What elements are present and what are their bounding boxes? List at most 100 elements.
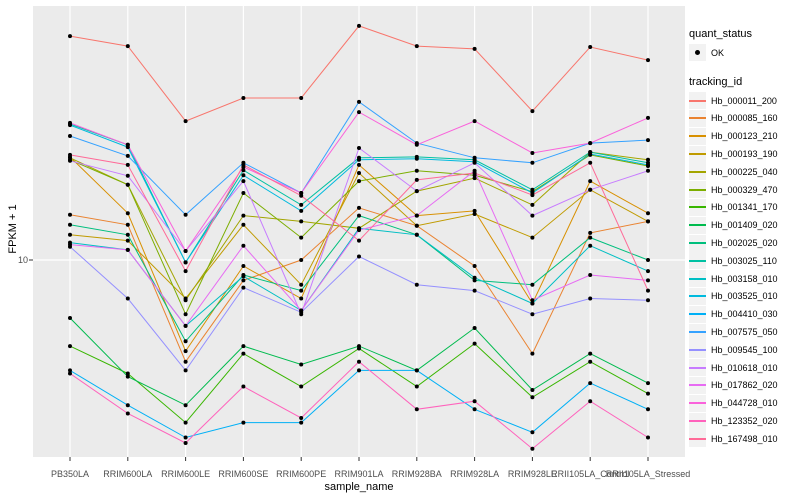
data-point [588, 141, 593, 146]
data-point [125, 44, 130, 49]
data-point [357, 110, 361, 115]
legend-key [689, 92, 706, 110]
legend-item[interactable]: Hb_002025_020 [689, 234, 778, 252]
data-point [414, 223, 419, 228]
data-point [241, 278, 246, 283]
legend-item-label: Hb_000011_200 [711, 95, 777, 106]
data-point [646, 298, 650, 303]
data-point [299, 416, 304, 420]
legend-item-label: Hb_009545_100 [711, 344, 778, 355]
legend-key [689, 323, 706, 341]
data-point [588, 187, 593, 192]
legend-key [689, 287, 706, 305]
legend-key [689, 252, 706, 270]
legend-item-ok[interactable]: OK [689, 44, 778, 62]
data-point [183, 441, 188, 445]
point-icon [695, 50, 700, 56]
data-point [530, 213, 535, 218]
data-point [299, 202, 304, 207]
legend-item[interactable]: Hb_009545_100 [689, 341, 778, 359]
data-point [68, 152, 72, 157]
data-point [357, 368, 361, 373]
data-point [646, 407, 650, 412]
legend-item[interactable]: Hb_000225_040 [689, 163, 778, 181]
data-point [125, 374, 130, 379]
data-point [183, 403, 188, 408]
data-point [414, 282, 419, 287]
legend-item[interactable]: Hb_000011_200 [689, 92, 778, 110]
data-point [299, 362, 304, 367]
data-point [357, 228, 361, 233]
legend: quant_status OK tracking_id Hb_000011_20… [689, 24, 778, 448]
data-point [357, 254, 361, 259]
legend-key-line [689, 170, 706, 173]
legend-item[interactable]: Hb_167498_010 [689, 430, 778, 448]
data-point [646, 168, 650, 173]
legend-item[interactable]: Hb_017862_020 [689, 376, 778, 395]
legend-title-tracking-id: tracking_id [689, 75, 743, 88]
data-point [472, 407, 477, 412]
data-point [414, 142, 419, 147]
data-point [472, 326, 477, 330]
legend-item[interactable]: Hb_000123_210 [689, 127, 778, 145]
data-point [183, 212, 188, 217]
legend-item-label: Hb_000193_190 [711, 149, 778, 160]
data-point [357, 162, 361, 167]
data-point [68, 316, 72, 320]
data-point [125, 296, 130, 301]
data-point [241, 191, 246, 195]
data-point [68, 232, 72, 237]
legend-item-label: Hb_000123_210 [711, 131, 778, 142]
data-point [357, 146, 361, 150]
data-point [183, 359, 188, 364]
legend-item[interactable]: Hb_004410_030 [689, 305, 778, 323]
legend-item[interactable]: Hb_000193_190 [689, 145, 778, 163]
data-point [472, 275, 477, 280]
data-point [357, 205, 361, 210]
data-point [299, 96, 304, 100]
legend-item[interactable]: Hb_003025_110 [689, 252, 778, 270]
data-point [414, 168, 419, 173]
data-point [241, 344, 246, 349]
legend-item[interactable]: Hb_003525_010 [689, 287, 778, 306]
data-point [588, 230, 593, 235]
data-point [68, 212, 72, 217]
legend-item[interactable]: Hb_000329_470 [689, 181, 778, 199]
legend-item[interactable]: Hb_001409_020 [689, 216, 778, 234]
data-point [357, 157, 361, 162]
legend-item[interactable]: Hb_010618_010 [689, 359, 778, 377]
legend-key-line [689, 277, 706, 280]
data-point [530, 430, 535, 435]
data-point [588, 273, 593, 277]
data-point [646, 58, 650, 63]
data-point [472, 155, 477, 160]
data-point [299, 208, 304, 213]
legend-item[interactable]: Hb_007575_050 [689, 323, 778, 341]
legend-key-line [689, 437, 706, 440]
data-point [183, 119, 188, 124]
legend-item[interactable]: Hb_044728_010 [689, 394, 778, 412]
legend-item[interactable]: Hb_123352_020 [689, 412, 778, 430]
legend-item[interactable]: Hb_001341_170 [689, 198, 778, 217]
data-point [125, 182, 130, 187]
legend-key [689, 127, 706, 145]
legend-key-line [689, 384, 706, 387]
x-tick-label: RRIM600LA [103, 469, 152, 479]
data-point [183, 312, 188, 317]
data-point [241, 285, 246, 290]
legend-key-line [689, 259, 706, 262]
data-point [588, 179, 593, 184]
legend-item[interactable]: Hb_000085_160 [689, 109, 778, 128]
data-point [183, 339, 188, 344]
data-point [241, 222, 246, 227]
legend-item-label: Hb_017862_020 [711, 380, 778, 391]
data-point [530, 187, 535, 192]
legend-item[interactable]: Hb_003158_010 [689, 270, 778, 288]
data-point [646, 138, 650, 143]
x-axis-title: sample_name [324, 481, 394, 493]
data-point [241, 179, 246, 184]
data-point [299, 219, 304, 224]
legend-item-label: Hb_000225_040 [711, 166, 778, 177]
data-point [183, 368, 188, 373]
